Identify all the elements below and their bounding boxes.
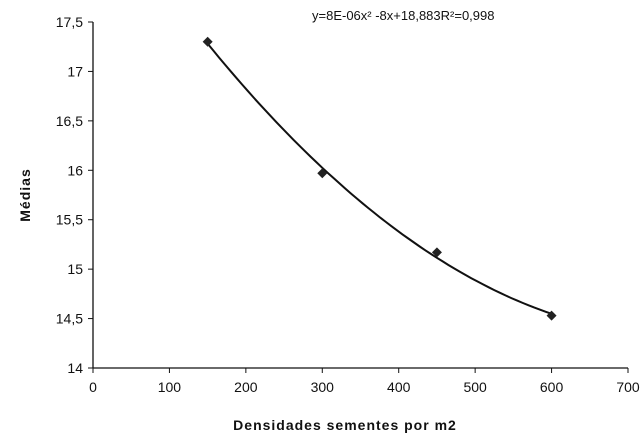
x-tick-label: 200 bbox=[234, 379, 258, 395]
x-axis-label: Densidades sementes por m2 bbox=[233, 417, 457, 433]
trendline-equation: y=8E-06x² -8x+18,883R²=0,998 bbox=[312, 8, 494, 23]
x-tick-label: 500 bbox=[463, 379, 487, 395]
data-point bbox=[202, 36, 213, 47]
y-tick-label: 17,5 bbox=[56, 14, 83, 30]
data-point bbox=[317, 168, 328, 179]
y-tick-label: 16,5 bbox=[56, 113, 83, 129]
x-tick-label: 300 bbox=[311, 379, 335, 395]
x-tick-label: 100 bbox=[158, 379, 182, 395]
x-tick-label: 0 bbox=[89, 379, 97, 395]
y-axis-label: Médias bbox=[17, 168, 33, 221]
data-point bbox=[431, 247, 442, 258]
data-points bbox=[202, 36, 557, 321]
x-tick-label: 700 bbox=[616, 379, 640, 395]
y-tick-label: 16 bbox=[67, 162, 83, 178]
y-tick-label: 14 bbox=[67, 360, 83, 376]
x-tick-label: 400 bbox=[387, 379, 411, 395]
axes bbox=[92, 22, 628, 369]
data-point bbox=[546, 310, 557, 321]
y-tick-label: 15,5 bbox=[56, 212, 83, 228]
y-tick-label: 17 bbox=[67, 63, 83, 79]
y-tick-labels: 14 14,5 15 15,5 16 16,5 17 17,5 bbox=[56, 14, 93, 376]
trendline bbox=[206, 42, 552, 315]
x-tick-label: 600 bbox=[540, 379, 564, 395]
y-tick-label: 15 bbox=[67, 261, 83, 277]
y-tick-label: 14,5 bbox=[56, 311, 83, 327]
x-tick-labels: 0 100 200 300 400 500 600 700 bbox=[89, 368, 640, 395]
